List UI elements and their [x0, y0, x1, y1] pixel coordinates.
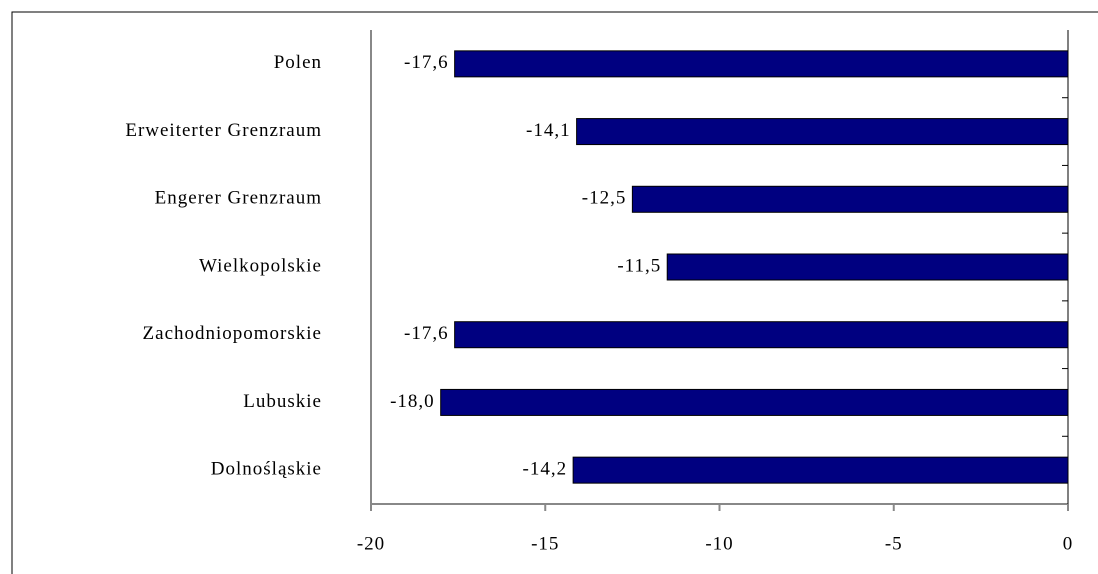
y-tick-label: Lubuskie — [243, 391, 322, 412]
bar — [666, 253, 1069, 281]
bar — [440, 388, 1069, 416]
value-label: -14,1 — [526, 120, 571, 141]
y-tick-label: Dolnośląskie — [211, 459, 322, 480]
value-label: -11,5 — [617, 255, 661, 276]
x-tick-label: -20 — [357, 533, 385, 554]
value-label: -12,5 — [582, 188, 627, 209]
value-label: -17,6 — [404, 52, 449, 73]
value-label: -14,2 — [523, 459, 568, 480]
bar — [576, 118, 1069, 146]
x-tick-label: 0 — [1063, 533, 1074, 554]
bar — [631, 185, 1069, 213]
bar — [454, 50, 1069, 78]
y-tick-label: Polen — [274, 52, 322, 73]
x-tick-label: -5 — [885, 533, 903, 554]
bar — [572, 456, 1069, 484]
y-tick-label: Engerer Grenzraum — [155, 188, 322, 209]
value-label: -18,0 — [390, 391, 435, 412]
x-tick-label: -15 — [531, 533, 559, 554]
y-tick-label: Wielkopolskie — [199, 255, 322, 276]
chart-frame — [11, 11, 1098, 574]
bar — [454, 321, 1069, 349]
value-label: -17,6 — [404, 323, 449, 344]
x-tick-label: -10 — [705, 533, 733, 554]
y-tick-label: Zachodniopomorskie — [143, 323, 322, 344]
y-tick-label: Erweiterter Grenzraum — [125, 120, 322, 141]
